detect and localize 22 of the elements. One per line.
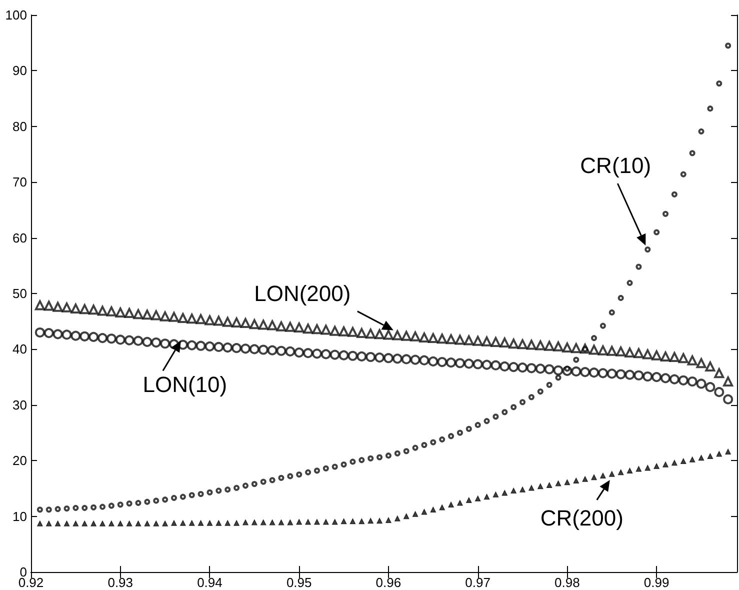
annotation: LON(10) (142, 372, 228, 398)
y-tick-label: 60 (12, 230, 27, 246)
x-tick-label: 0.95 (286, 575, 312, 590)
y-tick-label: 40 (12, 342, 27, 357)
y-tick-label: 50 (12, 286, 27, 301)
y-tick-label: 70 (12, 174, 27, 190)
y-tick-label: 30 (12, 397, 27, 412)
x-tick-label: 0.96 (376, 575, 402, 590)
x-tick-label: 0.93 (108, 575, 134, 590)
x-tick-label: 0.99 (644, 575, 670, 590)
annotation: CR(10) (580, 152, 652, 178)
x-tick-label: 0.94 (197, 575, 222, 590)
x-tick-label: 0.98 (554, 575, 580, 590)
y-tick-label: 0 (20, 564, 27, 580)
annotation: CR(200) (540, 505, 624, 530)
x-tick-label: 0.97 (465, 575, 490, 590)
y-tick-label: 10 (12, 508, 27, 524)
annotation: LON(200) (254, 280, 351, 306)
y-tick-label: 90 (12, 63, 27, 78)
y-tick-label: 80 (12, 118, 27, 134)
y-tick-label: 100 (5, 8, 27, 22)
y-tick-label: 20 (12, 453, 27, 468)
